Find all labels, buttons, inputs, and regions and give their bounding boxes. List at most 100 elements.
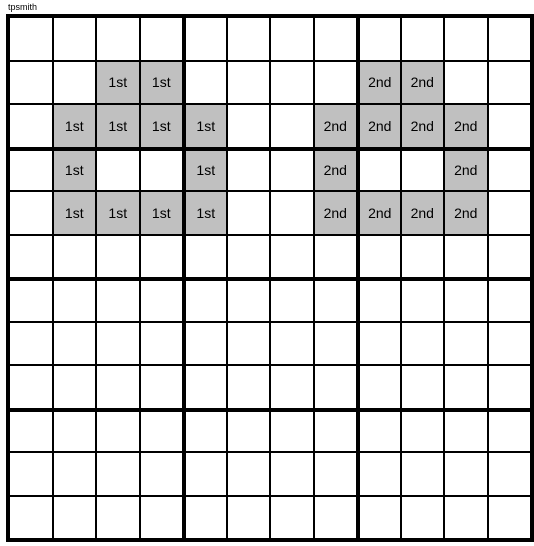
grid-cell[interactable] — [357, 452, 401, 496]
grid-cell[interactable] — [444, 61, 488, 105]
grid-cell[interactable] — [140, 496, 184, 540]
grid-cell[interactable]: 1st — [53, 191, 97, 235]
grid-cell[interactable] — [357, 322, 401, 366]
grid-cell[interactable]: 2nd — [314, 191, 358, 235]
grid-cell[interactable] — [183, 452, 227, 496]
grid-cell[interactable] — [314, 322, 358, 366]
grid-cell[interactable]: 1st — [183, 104, 227, 148]
grid-cell[interactable] — [270, 148, 314, 192]
grid-cell[interactable] — [270, 365, 314, 409]
grid-cell[interactable] — [140, 365, 184, 409]
grid-cell[interactable]: 2nd — [357, 104, 401, 148]
grid-cell[interactable]: 1st — [183, 191, 227, 235]
grid-cell[interactable] — [183, 235, 227, 279]
grid-cell[interactable] — [53, 409, 97, 453]
grid-cell[interactable] — [183, 496, 227, 540]
grid-cell[interactable]: 1st — [140, 61, 184, 105]
grid-cell[interactable] — [314, 17, 358, 61]
grid-cell[interactable] — [314, 496, 358, 540]
grid-cell[interactable] — [183, 409, 227, 453]
grid-cell[interactable] — [96, 278, 140, 322]
grid-cell[interactable] — [96, 322, 140, 366]
grid-cell[interactable] — [9, 61, 53, 105]
grid-cell[interactable] — [227, 365, 271, 409]
grid-cell[interactable] — [270, 17, 314, 61]
grid-cell[interactable] — [314, 278, 358, 322]
grid-cell[interactable] — [488, 148, 532, 192]
grid-cell[interactable] — [53, 365, 97, 409]
grid-cell[interactable] — [9, 365, 53, 409]
grid-cell[interactable] — [357, 278, 401, 322]
grid-cell[interactable] — [96, 496, 140, 540]
grid-cell[interactable] — [401, 409, 445, 453]
grid-cell[interactable] — [401, 148, 445, 192]
grid-cell[interactable] — [183, 61, 227, 105]
grid-cell[interactable] — [227, 452, 271, 496]
grid-cell[interactable] — [227, 104, 271, 148]
grid-cell[interactable] — [9, 104, 53, 148]
grid-cell[interactable]: 2nd — [444, 148, 488, 192]
grid-cell[interactable] — [53, 61, 97, 105]
grid-cell[interactable] — [270, 322, 314, 366]
grid-cell[interactable]: 1st — [140, 191, 184, 235]
grid-cell[interactable] — [270, 496, 314, 540]
grid-cell[interactable] — [357, 365, 401, 409]
grid-cell[interactable] — [401, 235, 445, 279]
grid-cell[interactable] — [314, 61, 358, 105]
grid-cell[interactable] — [444, 365, 488, 409]
grid-cell[interactable]: 2nd — [444, 104, 488, 148]
grid-cell[interactable] — [227, 409, 271, 453]
grid-cell[interactable] — [488, 61, 532, 105]
grid-cell[interactable] — [488, 496, 532, 540]
grid-cell[interactable] — [140, 452, 184, 496]
grid-cell[interactable] — [444, 17, 488, 61]
grid-cell[interactable] — [357, 148, 401, 192]
grid-cell[interactable] — [140, 322, 184, 366]
grid-cell[interactable] — [227, 191, 271, 235]
grid-cell[interactable] — [53, 322, 97, 366]
grid-cell[interactable] — [96, 17, 140, 61]
grid-cell[interactable]: 1st — [96, 191, 140, 235]
grid-cell[interactable]: 2nd — [314, 148, 358, 192]
grid-cell[interactable] — [140, 148, 184, 192]
grid-cell[interactable] — [444, 496, 488, 540]
grid-cell[interactable] — [488, 191, 532, 235]
grid-cell[interactable] — [444, 278, 488, 322]
grid-cell[interactable] — [53, 17, 97, 61]
grid-cell[interactable]: 1st — [183, 148, 227, 192]
grid-cell[interactable] — [444, 409, 488, 453]
grid-cell[interactable] — [444, 452, 488, 496]
grid-cell[interactable] — [227, 496, 271, 540]
grid-cell[interactable] — [488, 365, 532, 409]
grid-cell[interactable] — [401, 278, 445, 322]
grid-cell[interactable] — [96, 365, 140, 409]
grid-cell[interactable] — [357, 17, 401, 61]
grid-cell[interactable] — [488, 278, 532, 322]
grid-cell[interactable]: 1st — [140, 104, 184, 148]
grid-cell[interactable] — [96, 409, 140, 453]
grid-cell[interactable] — [401, 496, 445, 540]
grid-cell[interactable]: 1st — [53, 104, 97, 148]
grid-cell[interactable] — [9, 235, 53, 279]
grid-cell[interactable] — [227, 148, 271, 192]
grid-cell[interactable] — [183, 17, 227, 61]
grid-cell[interactable] — [444, 322, 488, 366]
grid-cell[interactable] — [444, 235, 488, 279]
grid-cell[interactable]: 1st — [96, 61, 140, 105]
grid-cell[interactable]: 2nd — [357, 61, 401, 105]
grid-cell[interactable] — [314, 235, 358, 279]
grid-cell[interactable] — [140, 278, 184, 322]
grid-cell[interactable] — [227, 278, 271, 322]
grid-cell[interactable] — [96, 148, 140, 192]
grid-cell[interactable] — [270, 278, 314, 322]
grid-cell[interactable]: 2nd — [401, 61, 445, 105]
grid-cell[interactable] — [270, 452, 314, 496]
grid-cell[interactable] — [357, 409, 401, 453]
grid-cell[interactable] — [9, 148, 53, 192]
grid-cell[interactable]: 2nd — [314, 104, 358, 148]
grid-cell[interactable] — [53, 452, 97, 496]
grid-cell[interactable] — [9, 322, 53, 366]
grid-cell[interactable] — [183, 322, 227, 366]
grid-cell[interactable] — [9, 17, 53, 61]
grid-cell[interactable]: 2nd — [444, 191, 488, 235]
